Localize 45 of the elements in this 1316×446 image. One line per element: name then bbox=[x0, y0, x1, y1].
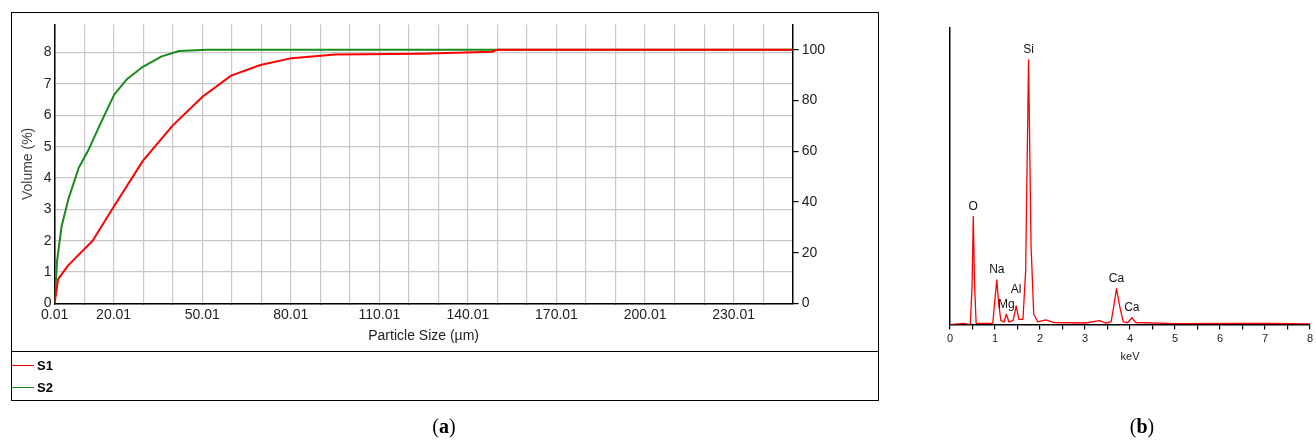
annotation: Al bbox=[1010, 282, 1022, 297]
y-tick-label: 7 bbox=[43, 74, 52, 91]
x-tick-label: 3 bbox=[1081, 332, 1089, 345]
annotation: Ca bbox=[1124, 300, 1140, 315]
x-tick-label: 200.01 bbox=[623, 305, 667, 322]
y2-tick-label: 40 bbox=[801, 192, 818, 209]
x-axis-title: Particle Size (µm) bbox=[368, 327, 479, 344]
x-tick-label: 4 bbox=[1126, 332, 1134, 345]
y-tick-label: 5 bbox=[43, 137, 52, 154]
x-tick-label: 230.01 bbox=[712, 305, 756, 322]
y2-tick-label: 0 bbox=[801, 294, 810, 311]
y2-tick-label: 100 bbox=[801, 40, 826, 57]
x-tick-label: 2 bbox=[1036, 332, 1044, 345]
x-tick-label: 7 bbox=[1261, 332, 1269, 345]
annotation: O bbox=[968, 198, 978, 213]
annotation: Ca bbox=[1108, 270, 1125, 285]
text: (b) bbox=[1128, 415, 1156, 438]
y-tick-label: 6 bbox=[43, 106, 52, 123]
x-tick-label: 140.01 bbox=[446, 305, 490, 322]
x-tick-label: 5 bbox=[1171, 332, 1179, 345]
annotation: Mg bbox=[997, 296, 1015, 311]
text: (a) bbox=[431, 415, 457, 438]
y-tick-label: 3 bbox=[43, 200, 52, 217]
x-tick-label: 0 bbox=[947, 332, 954, 345]
x-tick-label: 80.01 bbox=[273, 305, 309, 322]
annotation: Na bbox=[989, 262, 1005, 277]
x-tick-label: 8 bbox=[1306, 332, 1313, 345]
legend-label: S1 bbox=[37, 357, 53, 373]
y2-tick-label: 80 bbox=[801, 91, 818, 108]
y-tick-label: 4 bbox=[43, 168, 52, 185]
x-tick-label: 110.01 bbox=[358, 305, 401, 322]
y-tick-label: 2 bbox=[43, 231, 52, 248]
y2-tick-label: 60 bbox=[801, 142, 818, 159]
annotation: Si bbox=[1023, 42, 1034, 57]
x-tick-label: 20.01 bbox=[96, 305, 132, 322]
legend-label: S2 bbox=[37, 379, 53, 395]
y-tick-label: 8 bbox=[43, 43, 52, 60]
x-tick-label: 6 bbox=[1216, 332, 1224, 345]
y-tick-label: 1 bbox=[43, 262, 52, 279]
y2-tick-label: 20 bbox=[801, 243, 818, 260]
x-axis-title: keV bbox=[1120, 350, 1141, 363]
x-tick-label: 1 bbox=[991, 332, 999, 345]
x-tick-label: 170.01 bbox=[535, 305, 579, 322]
x-tick-label: 50.01 bbox=[184, 305, 220, 322]
y-axis-title: Volume (%) bbox=[19, 127, 36, 201]
